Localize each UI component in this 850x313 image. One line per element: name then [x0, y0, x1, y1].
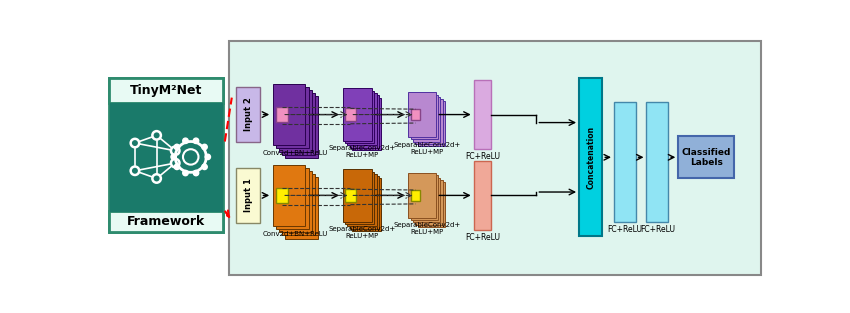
FancyBboxPatch shape [345, 189, 356, 202]
FancyBboxPatch shape [409, 173, 435, 218]
FancyBboxPatch shape [614, 102, 636, 222]
FancyBboxPatch shape [348, 174, 377, 226]
Circle shape [174, 164, 179, 170]
FancyBboxPatch shape [229, 41, 761, 275]
Text: Conv2d+BN+ReLU: Conv2d+BN+ReLU [263, 150, 328, 156]
FancyBboxPatch shape [416, 99, 443, 144]
FancyBboxPatch shape [418, 182, 445, 227]
FancyBboxPatch shape [678, 136, 734, 178]
FancyBboxPatch shape [273, 84, 305, 145]
FancyBboxPatch shape [279, 90, 312, 151]
Text: FC+ReLU: FC+ReLU [466, 233, 501, 242]
FancyBboxPatch shape [474, 161, 491, 230]
Text: Classified
Labels: Classified Labels [682, 148, 731, 167]
FancyBboxPatch shape [276, 168, 309, 229]
FancyBboxPatch shape [109, 78, 224, 103]
FancyBboxPatch shape [286, 96, 318, 158]
FancyBboxPatch shape [413, 178, 440, 222]
FancyBboxPatch shape [236, 168, 260, 223]
Text: Input 1: Input 1 [244, 178, 252, 212]
Circle shape [171, 159, 179, 167]
Circle shape [205, 154, 211, 160]
FancyBboxPatch shape [343, 88, 372, 141]
FancyBboxPatch shape [413, 97, 440, 141]
Text: Framework: Framework [127, 215, 205, 228]
Circle shape [174, 144, 179, 150]
Text: FC+ReLU: FC+ReLU [607, 225, 643, 234]
Circle shape [193, 138, 199, 143]
Text: FC+ReLU: FC+ReLU [640, 225, 675, 234]
FancyBboxPatch shape [348, 93, 377, 145]
FancyBboxPatch shape [411, 95, 438, 139]
FancyBboxPatch shape [349, 95, 379, 148]
Text: SeparableConv2d+
ReLU+MP: SeparableConv2d+ ReLU+MP [393, 141, 461, 155]
FancyBboxPatch shape [474, 80, 491, 149]
FancyBboxPatch shape [345, 172, 374, 224]
FancyBboxPatch shape [409, 92, 435, 137]
FancyBboxPatch shape [109, 78, 224, 232]
FancyBboxPatch shape [352, 178, 382, 231]
Text: SeparableConv2d+
ReLU+MP: SeparableConv2d+ ReLU+MP [328, 226, 395, 239]
Text: SeparableConv2d+
ReLU+MP: SeparableConv2d+ ReLU+MP [393, 222, 461, 235]
Circle shape [152, 131, 161, 140]
Circle shape [171, 154, 177, 160]
Circle shape [152, 174, 161, 183]
Text: Conv2d+BN+ReLU: Conv2d+BN+ReLU [263, 231, 328, 237]
FancyBboxPatch shape [345, 91, 374, 143]
Circle shape [131, 139, 139, 147]
Text: TinyM²Net: TinyM²Net [130, 84, 202, 97]
FancyBboxPatch shape [411, 109, 420, 120]
Circle shape [201, 144, 207, 150]
FancyBboxPatch shape [646, 102, 668, 222]
FancyBboxPatch shape [109, 211, 224, 232]
Circle shape [171, 146, 179, 155]
Circle shape [183, 170, 188, 176]
FancyBboxPatch shape [352, 98, 382, 150]
FancyBboxPatch shape [286, 177, 318, 239]
Text: SeparableConv2d+
ReLU+MP: SeparableConv2d+ ReLU+MP [328, 145, 395, 158]
FancyBboxPatch shape [411, 175, 438, 220]
FancyBboxPatch shape [236, 87, 260, 142]
Circle shape [201, 164, 207, 170]
FancyBboxPatch shape [273, 165, 305, 226]
Circle shape [131, 167, 139, 175]
FancyBboxPatch shape [279, 171, 312, 232]
Circle shape [183, 138, 188, 143]
Text: FC+ReLU: FC+ReLU [466, 152, 501, 161]
FancyBboxPatch shape [282, 93, 314, 155]
FancyBboxPatch shape [349, 176, 379, 228]
FancyBboxPatch shape [343, 169, 372, 222]
FancyBboxPatch shape [411, 190, 420, 201]
FancyBboxPatch shape [416, 180, 443, 225]
FancyBboxPatch shape [345, 108, 356, 121]
Circle shape [193, 170, 199, 176]
FancyBboxPatch shape [579, 78, 603, 236]
FancyBboxPatch shape [418, 101, 445, 146]
Text: Concatenation: Concatenation [586, 126, 595, 189]
Text: Input 2: Input 2 [244, 98, 252, 131]
FancyBboxPatch shape [282, 174, 314, 235]
FancyBboxPatch shape [276, 188, 288, 203]
FancyBboxPatch shape [276, 87, 309, 148]
FancyBboxPatch shape [276, 107, 288, 122]
FancyBboxPatch shape [110, 103, 222, 211]
